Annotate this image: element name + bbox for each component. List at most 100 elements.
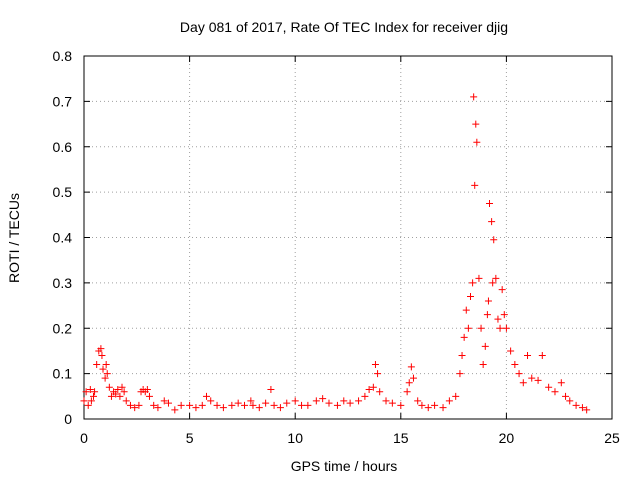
data-point	[566, 397, 574, 405]
data-point	[267, 386, 275, 394]
y-tick-label: 0.3	[53, 275, 73, 291]
data-point	[355, 397, 363, 405]
data-point	[80, 397, 88, 405]
x-tick-label: 20	[499, 430, 515, 446]
data-point	[319, 395, 327, 403]
data-point	[107, 392, 115, 400]
data-point	[486, 199, 494, 207]
data-point	[460, 333, 468, 341]
data-point	[135, 401, 143, 409]
x-axis-label: GPS time / hours	[291, 458, 398, 474]
data-point	[562, 392, 570, 400]
x-axis-ticks: 0 5 10 15 20 25	[80, 56, 620, 446]
data-point	[475, 274, 483, 282]
y-tick-label: 0.7	[53, 93, 73, 109]
data-point	[228, 401, 236, 409]
data-point	[291, 397, 299, 405]
data-point	[403, 388, 411, 396]
data-point	[418, 401, 426, 409]
data-point	[462, 306, 470, 314]
data-point	[477, 324, 485, 332]
data-point	[502, 324, 510, 332]
data-point	[150, 401, 158, 409]
data-point	[93, 361, 101, 369]
data-point	[87, 397, 95, 405]
data-point	[131, 404, 139, 412]
data-point	[192, 404, 200, 412]
data-point	[84, 401, 92, 409]
data-point	[346, 399, 354, 407]
data-point	[241, 401, 249, 409]
data-point	[500, 311, 508, 319]
data-point	[97, 345, 105, 353]
data-point	[340, 397, 348, 405]
data-point	[103, 370, 111, 378]
data-point	[371, 361, 379, 369]
x-tick-label: 25	[604, 430, 620, 446]
data-point	[82, 388, 90, 396]
data-point	[177, 401, 185, 409]
data-point	[249, 401, 257, 409]
data-point	[498, 286, 506, 294]
data-point	[91, 388, 99, 396]
data-point	[473, 138, 481, 146]
data-point	[524, 351, 532, 359]
data-point	[407, 363, 415, 371]
data-point	[298, 401, 306, 409]
data-point	[219, 404, 227, 412]
data-point	[439, 404, 447, 412]
x-tick-label: 0	[80, 430, 88, 446]
data-point	[557, 379, 565, 387]
y-tick-label: 0.8	[53, 48, 73, 64]
x-tick-label: 15	[393, 430, 409, 446]
data-point	[489, 279, 497, 287]
data-points	[80, 93, 591, 414]
data-point	[388, 399, 396, 407]
data-point	[481, 342, 489, 350]
data-point	[164, 399, 172, 407]
data-point	[507, 347, 515, 355]
data-point	[469, 279, 477, 287]
data-point	[519, 379, 527, 387]
data-point	[333, 401, 341, 409]
data-point	[365, 386, 373, 394]
data-point	[488, 218, 496, 226]
data-point	[325, 399, 333, 407]
data-point	[304, 401, 312, 409]
y-tick-label: 0.6	[53, 139, 73, 155]
data-point	[143, 386, 151, 394]
data-point	[445, 397, 453, 405]
data-point	[376, 388, 384, 396]
data-point	[98, 351, 106, 359]
data-point	[160, 397, 168, 405]
data-point	[122, 397, 130, 405]
x-tick-label: 10	[287, 430, 303, 446]
data-point	[171, 406, 179, 414]
data-point	[198, 401, 206, 409]
data-point	[458, 351, 466, 359]
data-point	[105, 383, 113, 391]
data-point	[283, 399, 291, 407]
data-point	[515, 370, 523, 378]
data-point	[414, 397, 422, 405]
data-point	[494, 315, 502, 323]
data-point	[361, 392, 369, 400]
data-point	[234, 399, 242, 407]
y-axis-ticks: 0 0.1 0.2 0.3 0.4 0.5 0.6 0.7 0.8	[53, 48, 612, 427]
data-point	[472, 120, 480, 128]
data-point	[492, 274, 500, 282]
data-point	[126, 401, 134, 409]
data-point	[101, 374, 109, 382]
data-point	[382, 397, 390, 405]
data-point	[545, 383, 553, 391]
data-point	[262, 399, 270, 407]
data-point	[90, 392, 98, 400]
y-tick-label: 0.1	[53, 366, 73, 382]
data-point	[276, 404, 284, 412]
data-point	[471, 181, 479, 189]
data-point	[312, 397, 320, 405]
y-axis-label: ROTI / TECUs	[6, 193, 22, 283]
grid-lines	[84, 56, 612, 419]
data-point	[409, 374, 417, 382]
